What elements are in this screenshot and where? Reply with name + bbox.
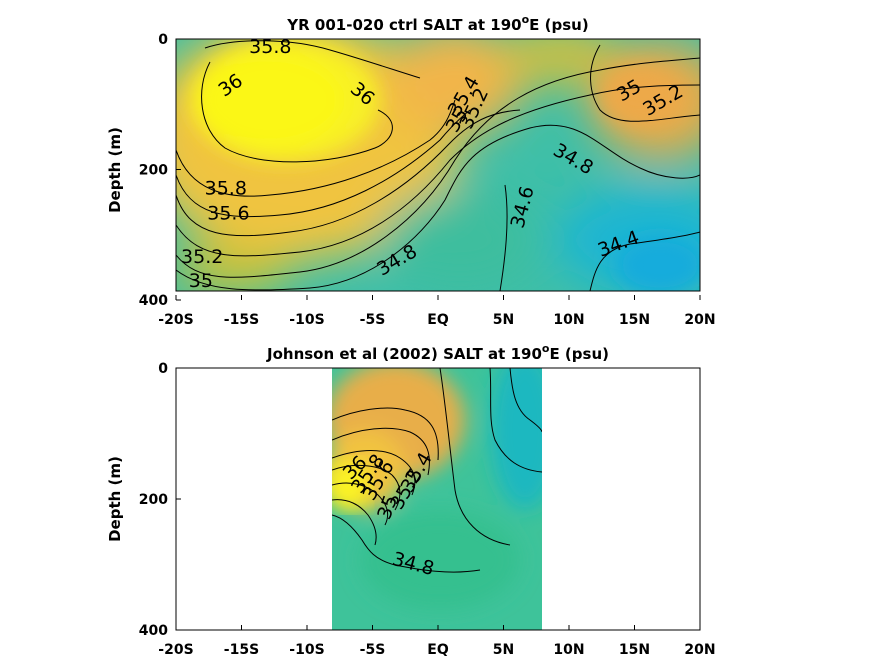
axes-2: -20S -15S -10S -5S EQ 5N 10N 15N 20N 0 200 400 (139, 361, 716, 656)
y-tick-label: 0 (158, 32, 168, 48)
panel-ctrl: YR 001-020 ctrl SALT at 190oE (psu) (106, 13, 716, 328)
chart-title-2: Johnson et al (2002) SALT at 190oE (psu) (266, 342, 609, 363)
x-tick-label: 5N (493, 642, 514, 656)
panel-johnson: Johnson et al (2002) SALT at 190oE (psu) (106, 342, 716, 656)
contour-label: 35.8 (205, 178, 247, 200)
y-tick-label: 0 (158, 361, 168, 377)
y-tick-label: 400 (139, 293, 168, 309)
contour-label: 35.6 (207, 202, 249, 224)
x-tick-label: -20S (158, 312, 193, 328)
y-tick-label: 200 (139, 163, 168, 179)
x-tick-label: -10S (289, 642, 324, 656)
x-tick-label: 10N (553, 642, 584, 656)
axes-1: -20S -15S -10S -5S EQ 5N 10N 15N 20N 0 200 400 (139, 32, 716, 328)
salinity-field-1 (176, 39, 700, 291)
x-tick-label: 20N (684, 312, 715, 328)
y-axis-label-1: Depth (m) (106, 127, 124, 213)
chart-title-1: YR 001-020 ctrl SALT at 190oE (psu) (286, 13, 588, 34)
contour-lines-2 (332, 368, 542, 573)
x-tick-label: -15S (224, 642, 259, 656)
y-tick-label: 400 (139, 623, 168, 639)
x-tick-label: EQ (427, 642, 449, 656)
contour-label: 35.8 (249, 36, 291, 58)
x-tick-label: -5S (360, 312, 386, 328)
x-tick-label: -10S (289, 312, 324, 328)
contour-label: 35 (189, 270, 213, 292)
x-tick-label: -20S (158, 642, 193, 656)
y-tick-label: 200 (139, 492, 168, 508)
x-tick-label: -15S (224, 312, 259, 328)
x-tick-label: 5N (493, 312, 514, 328)
contour-lines-1 (176, 40, 700, 291)
salinity-field-2 (332, 368, 542, 630)
x-tick-label: EQ (427, 312, 449, 328)
x-tick-label: 20N (684, 642, 715, 656)
x-tick-label: -5S (360, 642, 386, 656)
contour-label: 35.2 (181, 246, 223, 268)
x-tick-label: 15N (619, 312, 650, 328)
axes-box-1 (175, 38, 701, 292)
y-axis-label-2: Depth (m) (106, 456, 124, 542)
x-tick-label: 10N (553, 312, 584, 328)
x-tick-label: 15N (619, 642, 650, 656)
